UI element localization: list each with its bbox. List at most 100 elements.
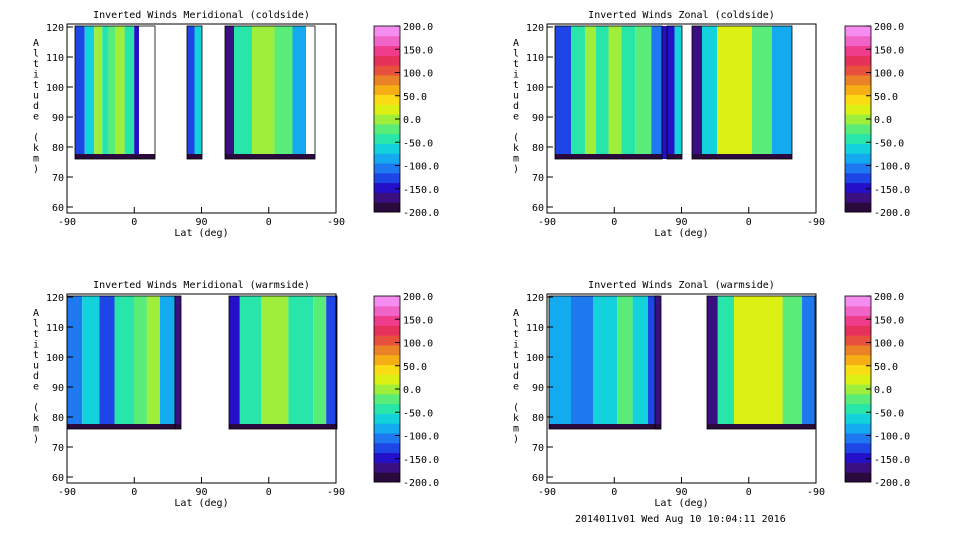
colorbar-swatch [845, 472, 871, 483]
colorbar-swatch [845, 354, 871, 366]
data-band [651, 26, 662, 159]
footer-timestamp: 2014011v01 Wed Aug 10 10:04:11 2016 [575, 514, 786, 525]
colorbar-swatch [374, 55, 400, 66]
colorbar-swatch [374, 354, 400, 366]
colorbar-tick-label: 50.0 [874, 92, 898, 103]
x-tick-label: -90 [58, 487, 76, 498]
x-tick-label: 90 [675, 217, 687, 228]
colorbar-swatch [845, 462, 871, 473]
data-band [124, 26, 135, 159]
y-tick-label: 80 [52, 413, 64, 424]
x-tick-label: -90 [327, 217, 345, 228]
colorbar-swatch [374, 163, 400, 174]
colorbar-tick-label: -200.0 [403, 208, 439, 219]
colorbar-swatch [845, 45, 871, 56]
chart-panel: Inverted Winds Zonal (warmside) 60 70 80 90 1… [513, 280, 910, 509]
data-band [593, 296, 618, 429]
y-tick-label: 120 [46, 23, 64, 34]
data-band [571, 296, 593, 429]
data-band [108, 26, 115, 159]
data-region [224, 25, 316, 160]
y-tick-label: 80 [52, 143, 64, 154]
data-band [194, 26, 202, 159]
colorbar-tick-label: 100.0 [874, 69, 904, 80]
colorbar: 200.0 150.0 100.0 50.0 0.0 -50.0 -100.0 -150.0 -… [844, 22, 910, 219]
y-tick-label: 80 [532, 413, 544, 424]
colorbar-swatch [374, 384, 400, 395]
data-region [706, 295, 816, 430]
region-edge [549, 424, 659, 429]
colorbar-swatch [845, 325, 871, 336]
data-band [617, 296, 633, 429]
colorbar-swatch [845, 423, 871, 434]
region-edge [692, 154, 792, 159]
colorbar-tick-label: 0.0 [874, 385, 892, 396]
data-region [228, 295, 338, 430]
data-band [667, 26, 675, 159]
y-tick-label: 70 [52, 173, 64, 184]
colorbar-swatch [374, 192, 400, 203]
region-edge [655, 424, 661, 429]
colorbar-swatch [845, 315, 871, 326]
data-region [666, 25, 683, 160]
y-tick-label: 100 [46, 353, 64, 364]
data-band [114, 296, 134, 429]
colorbar-tick-label: -50.0 [403, 138, 433, 149]
y-tick-label: 100 [526, 83, 544, 94]
colorbar-tick-label: 200.0 [403, 292, 433, 303]
colorbar-swatch [374, 344, 400, 356]
y-tick-label: 60 [52, 203, 64, 214]
data-band [674, 26, 682, 159]
region-edge [707, 424, 815, 429]
x-tick-label: -90 [807, 217, 825, 228]
colorbar-tick-label: 0.0 [403, 385, 421, 396]
data-band [84, 26, 95, 159]
data-region [174, 295, 182, 430]
data-band [717, 296, 734, 429]
data-band [82, 296, 100, 429]
colorbar-swatch [374, 94, 400, 105]
x-tick-label: -90 [807, 487, 825, 498]
x-tick-label: -90 [538, 217, 556, 228]
x-axis-label: Lat (deg) [654, 228, 708, 239]
x-axis-label: Lat (deg) [174, 498, 228, 509]
colorbar-tick-label: 150.0 [874, 315, 904, 326]
y-tick-label: 120 [526, 23, 544, 34]
region-outline [186, 25, 203, 160]
y-tick-label: 110 [46, 323, 64, 334]
colorbar-swatch [374, 374, 400, 385]
colorbar-swatch [845, 153, 871, 164]
data-band [175, 296, 181, 429]
region-outline [691, 25, 793, 160]
colorbar-swatch [845, 143, 871, 154]
colorbar-swatch [845, 55, 871, 66]
data-band [133, 296, 147, 429]
colorbar-swatch [845, 384, 871, 395]
y-tick-label: 90 [532, 113, 544, 124]
colorbar-swatch [845, 84, 871, 96]
colorbar-tick-label: -100.0 [874, 162, 910, 173]
colorbar-swatch [845, 364, 871, 375]
data-region [66, 295, 176, 430]
y-tick-label: 80 [532, 143, 544, 154]
colorbar-swatch [374, 393, 400, 405]
colorbar-swatch [845, 452, 871, 463]
y-tick-label: 70 [52, 443, 64, 454]
region-edge [667, 154, 682, 159]
colorbar-swatch [845, 344, 871, 356]
colorbar-swatch [845, 393, 871, 405]
data-band [571, 26, 585, 159]
colorbar-tick-label: 100.0 [403, 339, 433, 350]
colorbar-swatch [845, 65, 871, 76]
data-region [186, 25, 203, 160]
data-band [549, 296, 571, 429]
data-band [595, 26, 609, 159]
colorbar-tick-label: 0.0 [403, 115, 421, 126]
colorbar-tick-label: -50.0 [403, 408, 433, 419]
colorbar-tick-label: -150.0 [874, 185, 910, 196]
colorbar-swatch [374, 74, 400, 86]
y-tick-label: 100 [526, 353, 544, 364]
colorbar-swatch [374, 442, 400, 454]
